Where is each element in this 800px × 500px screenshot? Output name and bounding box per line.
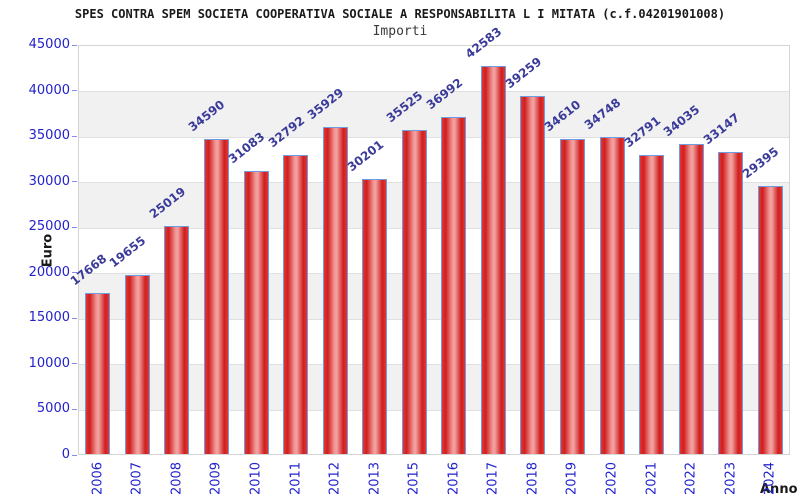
- bar-value-label-2008: 25019: [146, 184, 189, 222]
- bar-value-label-2006: 17668: [67, 251, 110, 289]
- bar-2019: [559, 139, 585, 454]
- y-tick-label: 40000: [28, 82, 70, 98]
- x-tick-label-2018: 2018: [525, 461, 541, 496]
- bar-2018: [520, 96, 546, 454]
- y-tick-label: 20000: [28, 264, 70, 280]
- y-tick-mark: [72, 317, 77, 319]
- plot-area: 17668 19655 25019 34590 31083 32792 35929 30201…: [68, 24, 790, 455]
- y-tick-label: 35000: [28, 128, 70, 144]
- bar-value-label-2022: 34035: [660, 102, 703, 140]
- x-tick-label-2016: 2016: [446, 461, 462, 496]
- gridline-40000: [79, 91, 789, 93]
- x-tick-label-2024: 2024: [762, 461, 778, 496]
- y-tick-label: 15000: [28, 310, 70, 326]
- gridline-25000: [79, 227, 789, 229]
- bar-value-label-2021: 32791: [621, 113, 663, 151]
- bar-value-label-2019: 34610: [542, 97, 584, 135]
- y-tick-label: 30000: [28, 173, 70, 189]
- x-tick-label-2009: 2009: [208, 461, 224, 496]
- gridline-30000: [79, 182, 789, 184]
- bar-value-label-2020: 34748: [581, 95, 624, 133]
- x-tick-label-2011: 2011: [288, 461, 304, 496]
- bar-2022: [678, 144, 704, 454]
- bar-value-label-2016: 36992: [423, 75, 466, 113]
- bar-value-label-2007: 19655: [107, 233, 149, 271]
- x-tick-label-2023: 2023: [723, 461, 739, 496]
- x-tick-label-2007: 2007: [129, 461, 145, 496]
- bar-2010: [243, 171, 269, 454]
- x-tick-label-2013: 2013: [367, 461, 383, 496]
- chart-title: SPES CONTRA SPEM SOCIETA COOPERATIVA SOC…: [74, 7, 726, 21]
- bar-2016: [441, 117, 467, 454]
- bar-2012: [322, 127, 348, 454]
- bar-value-label-2023: 33147: [700, 110, 742, 148]
- bar-2011: [283, 155, 309, 454]
- y-tick-label: 10000: [28, 355, 70, 371]
- y-tick-label: 0: [61, 447, 70, 462]
- chart-subtitle: Importi: [372, 24, 428, 39]
- y-tick-mark: [72, 181, 77, 183]
- gridline-5000: [79, 409, 789, 411]
- x-tick-label-2010: 2010: [248, 461, 264, 496]
- bar-value-label-2011: 32792: [265, 113, 307, 151]
- x-tick-label-2006: 2006: [90, 461, 106, 496]
- y-tick-mark: [72, 44, 77, 46]
- bar-2024: [757, 186, 783, 454]
- y-tick-mark: [72, 90, 77, 92]
- bar-2015: [401, 130, 427, 454]
- y-tick-mark: [72, 226, 77, 228]
- bar-2020: [599, 137, 625, 454]
- bar-value-label-2018: 39259: [502, 54, 545, 92]
- y-tick-mark: [72, 408, 77, 410]
- x-tick-label-2012: 2012: [327, 461, 343, 496]
- bar-value-label-2009: 34590: [186, 97, 228, 135]
- x-tick-label-2020: 2020: [604, 461, 620, 496]
- bar-value-label-2015: 35525: [383, 88, 426, 126]
- gridline-15000: [79, 318, 789, 320]
- bar-2008: [164, 226, 190, 454]
- x-tick-label-2015: 2015: [406, 461, 422, 496]
- bar-2009: [203, 139, 229, 454]
- bar-2013: [362, 179, 388, 454]
- x-tick-label-2008: 2008: [169, 461, 185, 496]
- y-tick-label: 45000: [28, 37, 70, 52]
- bar-2007: [124, 275, 150, 454]
- y-tick-mark: [72, 363, 77, 365]
- gridline-10000: [79, 364, 789, 366]
- bar-2021: [639, 155, 665, 454]
- x-axis-title: Anno: [760, 482, 798, 497]
- bar-2006: [85, 293, 111, 454]
- x-tick-label-2017: 2017: [485, 461, 501, 496]
- x-tick-label-2021: 2021: [644, 461, 660, 496]
- y-tick-mark: [72, 454, 77, 456]
- x-tick-label-2022: 2022: [683, 461, 699, 496]
- bar-value-label-2013: 30201: [344, 137, 386, 175]
- x-tick-label-2019: 2019: [564, 461, 580, 496]
- y-tick-mark: [72, 272, 77, 274]
- y-tick-label: 25000: [28, 219, 70, 235]
- gridline-35000: [79, 136, 789, 138]
- gridline-20000: [79, 273, 789, 275]
- y-tick-label: 5000: [36, 401, 70, 417]
- bar-value-label-2024: 29395: [739, 144, 782, 182]
- bar-2017: [480, 66, 506, 454]
- bar-2023: [718, 152, 744, 454]
- bar-value-label-2010: 31083: [225, 129, 268, 167]
- y-tick-mark: [72, 135, 77, 137]
